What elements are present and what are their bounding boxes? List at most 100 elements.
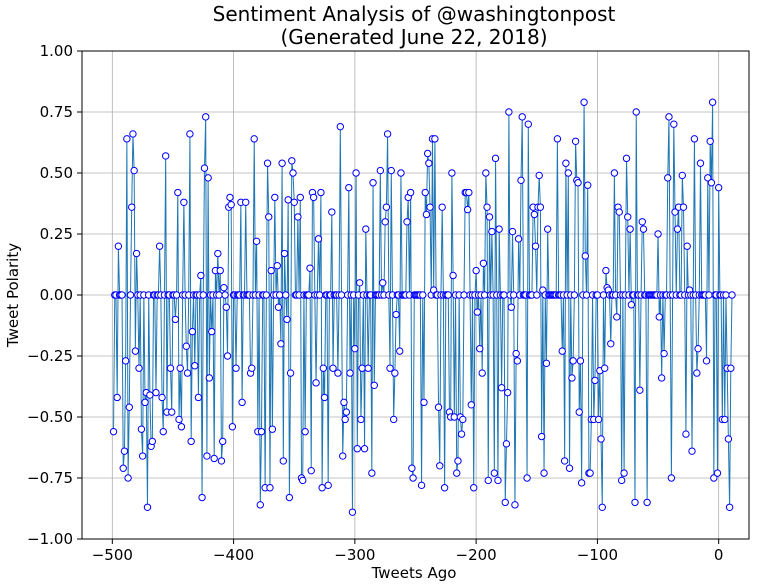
- data-point-214: [369, 179, 377, 187]
- data-point-472: [682, 430, 690, 438]
- data-point-3: [113, 393, 121, 402]
- data-point-509: [727, 364, 735, 372]
- data-point-13: [125, 403, 134, 411]
- data-point-306: [480, 291, 489, 299]
- data-point-499: [714, 183, 723, 192]
- data-point-21: [135, 364, 143, 372]
- data-point-147: [288, 157, 296, 165]
- data-point-378: [568, 374, 576, 382]
- data-point-233: [392, 310, 400, 319]
- data-point-141: [280, 249, 289, 258]
- data-point-458: [665, 113, 673, 121]
- data-point-479: [690, 135, 699, 143]
- data-point-11: [123, 135, 131, 143]
- data-point-430: [631, 498, 639, 507]
- data-point-495: [710, 474, 718, 482]
- data-point-15: [128, 203, 136, 211]
- data-point-146: [286, 369, 295, 377]
- data-point-133: [271, 193, 279, 202]
- data-point-55: [176, 364, 184, 372]
- data-point-431: [632, 108, 640, 116]
- data-point-98: [228, 423, 237, 431]
- data-point-137: [275, 291, 284, 299]
- data-point-145: [285, 493, 294, 502]
- data-point-322: [500, 291, 508, 299]
- polarity-series: [109, 98, 736, 516]
- data-point-353: [537, 432, 546, 441]
- data-point-65: [188, 327, 197, 336]
- data-point-399: [593, 291, 602, 299]
- data-point-26: [141, 398, 149, 407]
- data-point-492: [706, 137, 714, 145]
- data-point-315: [491, 154, 500, 163]
- data-point-287: [457, 430, 466, 438]
- data-point-51: [171, 315, 180, 324]
- data-point-372: [560, 457, 569, 465]
- data-point-383: [574, 179, 582, 187]
- data-point-312: [488, 227, 496, 236]
- data-point-320: [497, 384, 506, 392]
- data-point-332: [512, 349, 520, 358]
- data-point-508: [725, 503, 734, 511]
- data-point-324: [502, 440, 511, 448]
- data-point-385: [576, 357, 585, 365]
- y-tick-label-6: 0.50: [40, 164, 73, 182]
- data-point-328: [507, 303, 516, 311]
- data-point-30: [146, 391, 154, 399]
- chart-title: Sentiment Analysis of @washingtonpost: [213, 2, 616, 26]
- data-point-437: [639, 225, 648, 233]
- data-point-440: [643, 498, 651, 507]
- data-point-242: [403, 218, 411, 226]
- data-point-138: [277, 340, 285, 348]
- data-point-323: [501, 498, 509, 507]
- data-point-63: [186, 130, 194, 138]
- data-point-419: [617, 476, 626, 485]
- data-point-246: [408, 464, 416, 472]
- data-point-81: [208, 327, 216, 336]
- data-point-190: [340, 398, 348, 407]
- x-tick-label-3: −200: [456, 546, 497, 564]
- data-point-28: [143, 503, 152, 511]
- data-point-181: [329, 364, 337, 372]
- data-point-9: [120, 447, 129, 455]
- data-point-197: [348, 508, 357, 516]
- data-point-452: [657, 374, 666, 382]
- data-point-255: [419, 291, 427, 299]
- data-point-19: [132, 249, 141, 258]
- data-point-454: [660, 349, 668, 358]
- data-point-205: [358, 364, 366, 372]
- data-point-47: [166, 364, 175, 372]
- y-tick-label-8: 1.00: [40, 42, 73, 60]
- data-point-135: [273, 262, 281, 270]
- data-point-220: [376, 166, 385, 175]
- data-point-347: [530, 210, 539, 219]
- data-point-484: [696, 159, 705, 167]
- data-point-271: [438, 203, 446, 211]
- data-point-88: [216, 266, 224, 275]
- data-point-330: [510, 291, 518, 299]
- data-point-268: [434, 403, 443, 411]
- x-tick-label-0: −500: [92, 546, 133, 564]
- data-point-460: [667, 474, 676, 482]
- data-point-167: [312, 379, 320, 387]
- data-point-32: [148, 437, 157, 446]
- data-point-342: [524, 120, 532, 128]
- data-point-79: [205, 374, 214, 382]
- data-point-413: [610, 169, 619, 177]
- data-point-292: [463, 205, 472, 214]
- data-point-379: [569, 357, 577, 365]
- data-point-210: [364, 364, 372, 372]
- data-point-87: [215, 291, 223, 299]
- data-point-213: [368, 469, 376, 477]
- data-point-373: [562, 159, 570, 167]
- data-point-337: [518, 113, 526, 121]
- data-point-14: [126, 291, 135, 299]
- data-point-56: [177, 423, 186, 431]
- data-point-43: [161, 152, 170, 160]
- data-point-116: [250, 135, 258, 143]
- data-point-276: [444, 291, 452, 299]
- data-point-90: [218, 437, 227, 446]
- data-point-269: [436, 462, 444, 470]
- data-point-121: [256, 501, 264, 509]
- data-point-302: [476, 344, 484, 353]
